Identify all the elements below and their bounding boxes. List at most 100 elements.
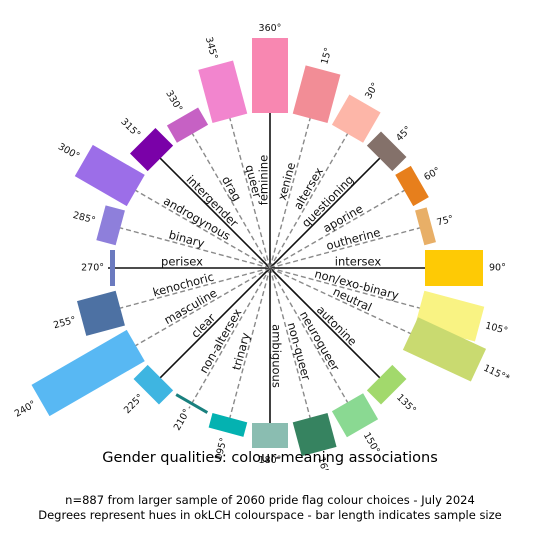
term-labels: feminine xeninealtersexquestioningaporine… <box>151 155 400 388</box>
hue-bar-345 <box>198 60 248 123</box>
hue-label-15: 15° <box>319 46 334 65</box>
hue-label-285: 285° <box>72 210 97 227</box>
term-label-intersex: intersex <box>335 255 382 269</box>
bar-group-285 <box>96 205 125 246</box>
bar-group-360 <box>252 38 288 113</box>
bar-group-330 <box>166 107 209 143</box>
spoke-questioning <box>269 152 386 269</box>
spoke-non-altersex <box>188 267 271 409</box>
hue-bars <box>31 38 487 457</box>
bar-group-240 <box>31 329 145 417</box>
spoke-non-queer <box>269 267 313 425</box>
spoke-aporine <box>269 186 411 269</box>
term-label-feminine: feminine <box>257 155 271 205</box>
hue-bar-255 <box>76 290 125 336</box>
radial-chart-svg: feminine xeninealtersexquestioningaporine… <box>13 23 512 470</box>
term-label-xenine: xenine <box>275 161 298 202</box>
hue-label-30: 30° <box>363 81 381 101</box>
hue-bar-300 <box>74 144 145 207</box>
bar-group-15 <box>292 65 341 123</box>
bar-group-150 <box>331 393 379 438</box>
hue-label-240: 240° <box>13 399 38 420</box>
hue-bar-330 <box>166 107 209 143</box>
chart-subtitle-sample: n=887 from larger sample of 2060 pride f… <box>65 493 475 507</box>
hue-bar-90 <box>425 250 483 286</box>
hue-label-60: 60° <box>422 165 442 183</box>
spoke-clear <box>154 267 271 384</box>
spoke-lines <box>108 106 432 430</box>
hue-bar-210 <box>175 393 209 414</box>
radial-chart: feminine xenine altersex questioning aporine… <box>13 23 512 470</box>
bar-group-195 <box>208 413 248 437</box>
hue-bar-60 <box>395 165 429 207</box>
hue-bar-225 <box>133 364 174 405</box>
spoke-neuroqueer <box>269 267 352 409</box>
spoke-trinary <box>227 267 271 425</box>
hue-label-360: 360° <box>259 23 282 34</box>
spoke-binary <box>113 225 271 269</box>
bar-group-115 <box>402 317 487 382</box>
spoke-altersex <box>269 127 352 269</box>
hue-bar-285 <box>96 205 125 246</box>
spoke-xenine <box>269 111 313 269</box>
bar-group-165 <box>292 413 337 457</box>
spoke-androgynous <box>129 186 271 269</box>
hue-bar-115 <box>402 317 487 382</box>
bar-group-300 <box>74 144 145 207</box>
hue-label-270: 270° <box>81 263 104 274</box>
bar-group-45 <box>366 131 407 172</box>
bar-group-60 <box>395 165 429 207</box>
bar-group-225 <box>133 364 174 405</box>
chart-title: Gender qualities: colour-meaning associa… <box>102 450 438 466</box>
hue-label-105: 105° <box>484 320 509 337</box>
hue-bar-240 <box>31 329 145 417</box>
term-label-ambiguous: ambiguous <box>270 324 284 388</box>
chart-subtitle-method: Degrees represent hues in okLCH coloursp… <box>38 508 502 522</box>
hue-label-115: 115°* <box>482 363 512 385</box>
spoke-drag <box>188 127 271 269</box>
hue-label-225: 225° <box>122 392 146 416</box>
hue-label-255: 255° <box>52 315 77 332</box>
spoke-intergender <box>154 152 271 269</box>
spoke-non-exo-binary <box>269 267 427 311</box>
hue-label-90: 90° <box>489 263 506 274</box>
spoke-autonine <box>269 267 386 384</box>
hue-bar-165 <box>292 413 337 457</box>
hue-bar-150 <box>331 393 379 438</box>
hue-bar-75 <box>415 207 436 246</box>
bar-group-270 <box>110 250 115 286</box>
hue-label-345: 345° <box>203 36 220 61</box>
bar-group-315 <box>129 127 174 172</box>
spoke-queer <box>227 111 271 269</box>
bar-group-75 <box>415 207 436 246</box>
spoke-kenochoric <box>113 267 271 311</box>
term-label-trinary: trinary <box>229 331 252 372</box>
hue-bar-180 <box>252 423 288 448</box>
hue-bar-30 <box>331 94 381 143</box>
hue-label-315: 315° <box>118 116 142 140</box>
term-label-binary: binary <box>167 227 206 250</box>
bar-group-135 <box>366 364 407 405</box>
spoke-outherine <box>269 225 427 269</box>
spoke-masculine <box>129 267 271 350</box>
hue-bar-315 <box>129 127 174 172</box>
hue-label-300: 300° <box>56 141 81 162</box>
term-label-clear: clear <box>188 310 218 340</box>
hue-label-210: 210° <box>172 407 193 432</box>
hue-label-180: 180° <box>259 455 282 466</box>
bar-group-90 <box>425 250 483 286</box>
bar-group-345 <box>198 60 248 123</box>
hue-bar-15 <box>292 65 341 123</box>
hue-bar-195 <box>208 413 248 437</box>
hue-bar-360 <box>252 38 288 113</box>
bar-group-210 <box>175 393 209 414</box>
hue-label-330: 330° <box>163 89 184 114</box>
hue-label-135: 135° <box>394 392 418 416</box>
hue-label-45: 45° <box>394 124 414 144</box>
hue-bar-135 <box>366 364 407 405</box>
hue-bar-45 <box>366 131 407 172</box>
term-label-perisex: perisex <box>161 255 203 269</box>
spoke-neutral <box>269 267 418 338</box>
bar-group-255 <box>76 290 125 336</box>
bar-group-180 <box>252 423 288 448</box>
